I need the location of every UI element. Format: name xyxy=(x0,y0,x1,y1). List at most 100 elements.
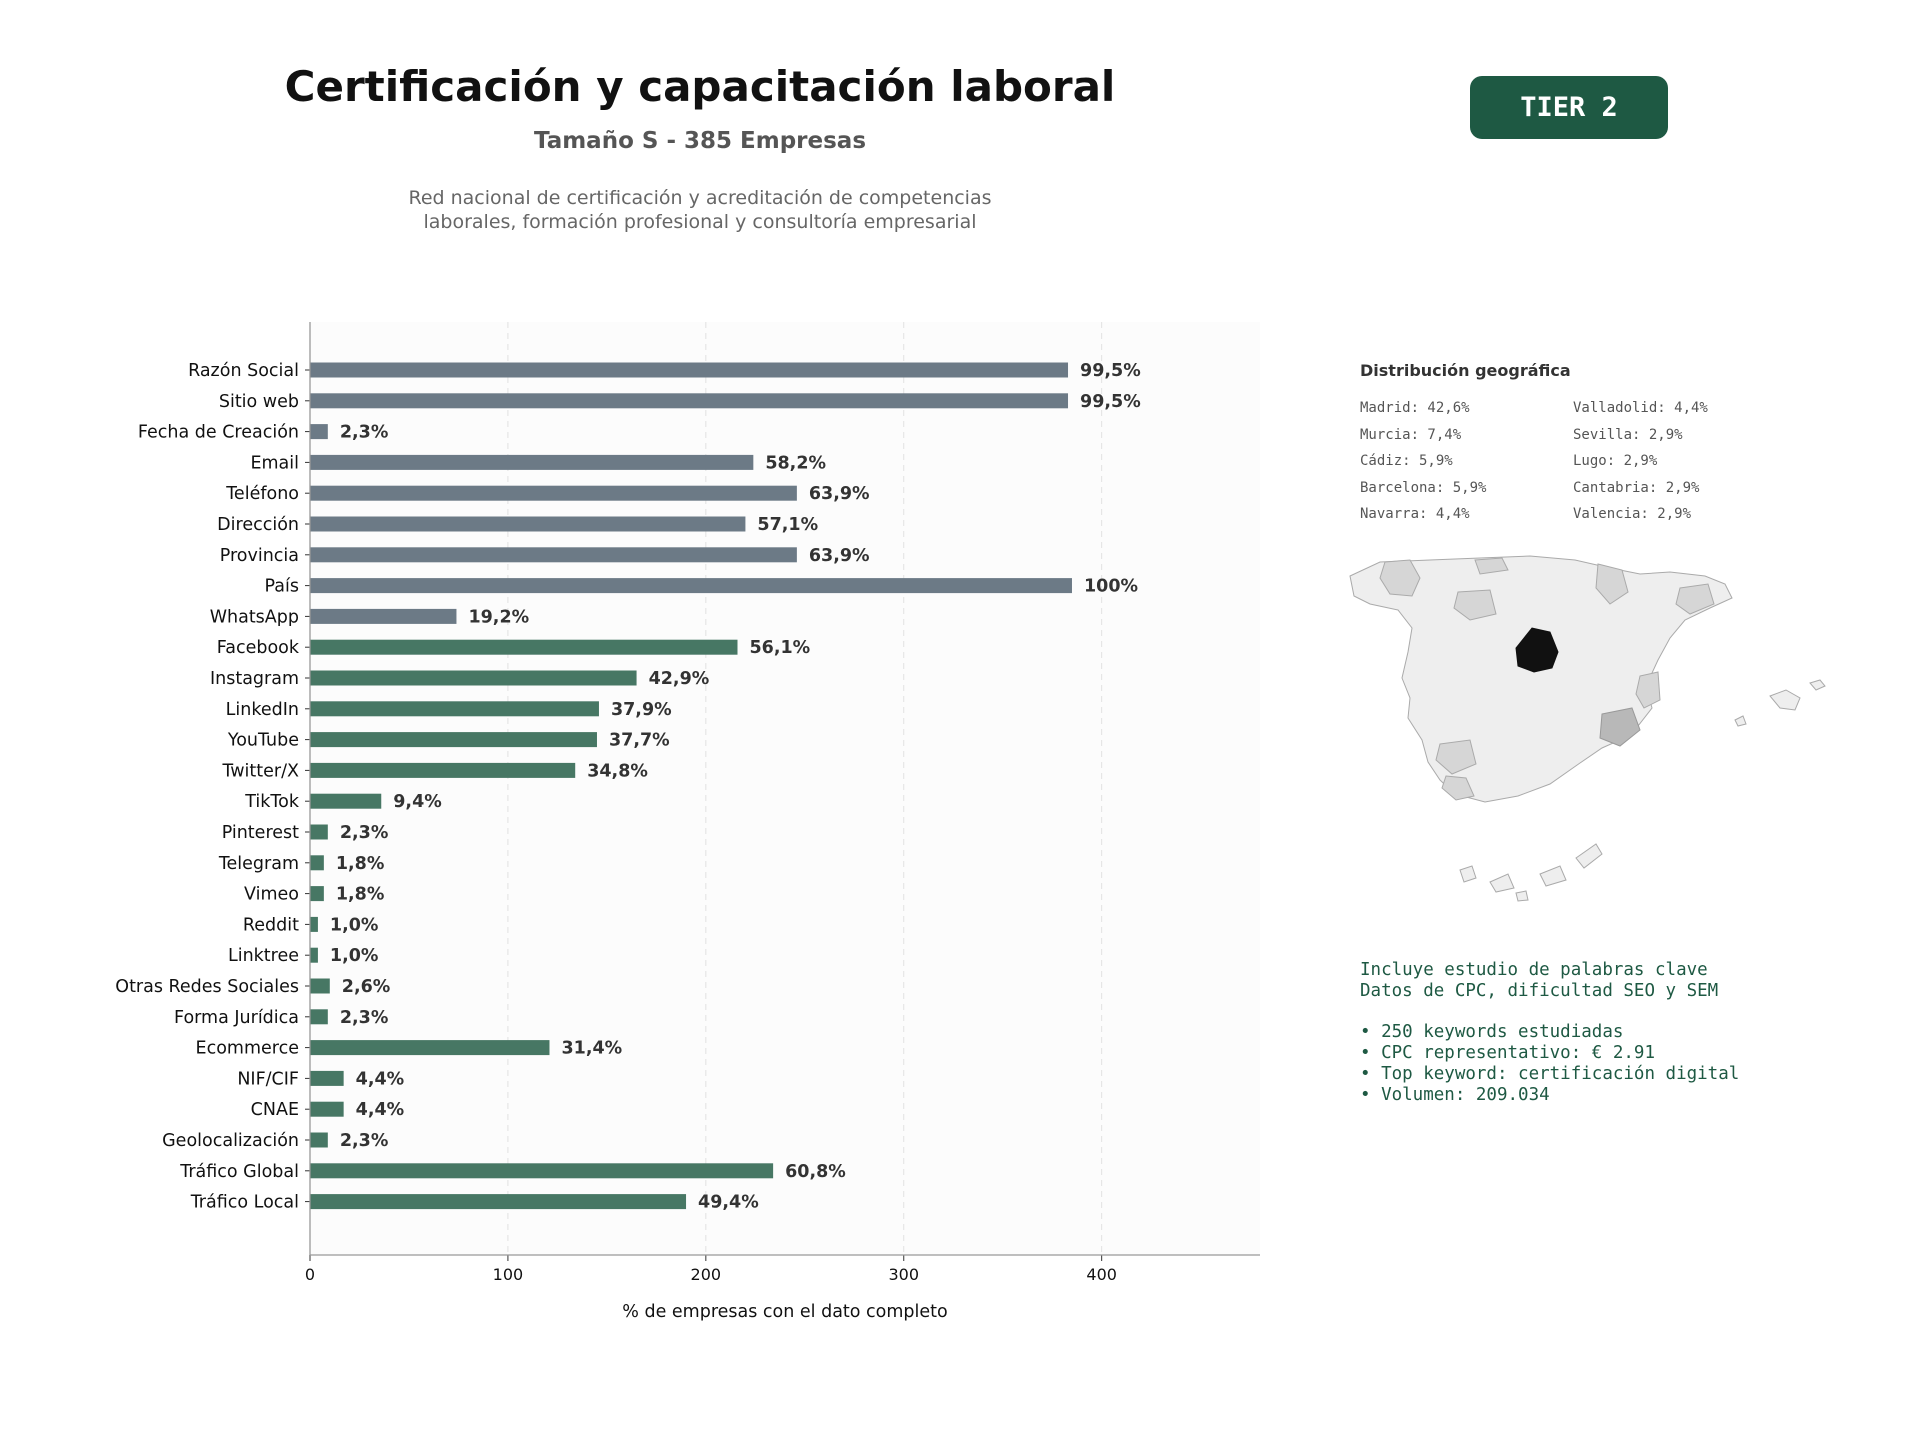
map-region-murcia xyxy=(1599,707,1641,747)
info-line: Datos de CPC, dificultad SEO y SEM xyxy=(1360,981,1719,1001)
bar xyxy=(310,762,576,778)
bar xyxy=(310,978,330,994)
data-label: 63,9% xyxy=(809,546,870,566)
tier-badge: TIER 2 xyxy=(1470,76,1668,139)
bar xyxy=(310,608,457,624)
map-region-navarra xyxy=(1595,563,1629,605)
bar xyxy=(310,1132,328,1148)
map-region-cantabria xyxy=(1474,557,1509,575)
geo-item: Cádiz: 5,9% xyxy=(1360,453,1453,469)
bar xyxy=(310,547,797,563)
bar xyxy=(310,424,328,440)
bar xyxy=(310,1009,328,1025)
category-label: Otras Redes Sociales xyxy=(115,977,299,997)
category-label: Reddit xyxy=(243,915,299,935)
data-label: 99,5% xyxy=(1080,361,1141,381)
category-label: Instagram xyxy=(210,669,299,689)
bar xyxy=(310,732,597,748)
bar xyxy=(310,454,754,470)
geo-list-left: Madrid: 42,6% Murcia: 7,4% Cádiz: 5,9% B… xyxy=(1360,398,1486,531)
info-bullet: • CPC representativo: € 2.91 xyxy=(1360,1043,1656,1063)
geo-item: Valencia: 2,9% xyxy=(1573,506,1692,522)
bar xyxy=(310,1163,774,1179)
bar xyxy=(310,1101,344,1117)
data-label: 37,9% xyxy=(611,700,672,720)
category-label: NIF/CIF xyxy=(237,1069,299,1089)
geo-item: Madrid: 42,6% xyxy=(1360,400,1470,416)
geo-item: Barcelona: 5,9% xyxy=(1360,479,1487,496)
geo-list-right: Valladolid: 4,4% Sevilla: 2,9% Lugo: 2,9… xyxy=(1573,398,1708,531)
data-label: 2,3% xyxy=(340,1008,389,1028)
category-label: Ecommerce xyxy=(196,1039,299,1059)
page-title: Certificación y capacitación laboral xyxy=(284,62,1116,111)
category-label: Forma Jurídica xyxy=(174,1008,299,1028)
map-region-canary xyxy=(1575,843,1603,869)
bar xyxy=(310,639,738,655)
bar xyxy=(310,886,324,902)
x-tick-label: 300 xyxy=(888,1265,919,1284)
page-subtitle: Tamaño S - 385 Empresas xyxy=(533,128,867,154)
geo-item: Sevilla: 2,9% xyxy=(1573,426,1683,443)
map-region-cadiz xyxy=(1441,775,1475,801)
data-label: 34,8% xyxy=(587,761,648,781)
map-region-valencia xyxy=(1635,671,1661,709)
data-label: 9,4% xyxy=(393,792,442,812)
bar xyxy=(310,855,324,871)
bar xyxy=(310,393,1069,409)
data-label: 2,3% xyxy=(340,423,389,443)
geo-item: Murcia: 7,4% xyxy=(1360,426,1462,443)
map-region-canary xyxy=(1539,865,1567,887)
bar xyxy=(310,916,318,932)
data-label: 2,6% xyxy=(342,977,391,997)
category-label: Facebook xyxy=(217,638,300,658)
data-label: 4,4% xyxy=(356,1069,405,1089)
data-label: 19,2% xyxy=(468,607,529,627)
category-label: TikTok xyxy=(244,792,300,812)
spain-map xyxy=(1349,555,1826,902)
category-label: Email xyxy=(250,453,299,473)
bar xyxy=(310,516,746,532)
category-label: Geolocalización xyxy=(162,1131,299,1151)
info-bullet: • Top keyword: certificación digital xyxy=(1360,1064,1740,1084)
category-label: Razón Social xyxy=(188,361,299,381)
data-label: 2,3% xyxy=(340,823,389,843)
map-region-barcelona xyxy=(1675,583,1715,615)
page-description: Red nacional de certificación y acredita… xyxy=(0,186,1400,234)
geo-item: Valladolid: 4,4% xyxy=(1573,400,1708,416)
info-bullet: • 250 keywords estudiadas xyxy=(1360,1022,1624,1042)
keyword-info: Incluye estudio de palabras clave Datos … xyxy=(1360,960,1739,1106)
data-label: 1,8% xyxy=(336,854,385,874)
data-label: 56,1% xyxy=(750,638,811,658)
data-label: 60,8% xyxy=(785,1162,846,1182)
geo-item: Lugo: 2,9% xyxy=(1573,453,1658,469)
bar xyxy=(310,670,637,686)
category-label: País xyxy=(265,577,299,597)
x-tick-label: 0 xyxy=(305,1265,315,1284)
category-label: CNAE xyxy=(251,1100,299,1120)
bar xyxy=(310,824,328,840)
data-label: 2,3% xyxy=(340,1131,389,1151)
bar xyxy=(310,793,382,809)
category-label: Pinterest xyxy=(222,823,299,843)
data-label: 100% xyxy=(1084,577,1138,597)
data-label: 37,7% xyxy=(609,731,670,751)
category-label: Twitter/X xyxy=(221,761,299,781)
category-label: LinkedIn xyxy=(226,700,299,720)
geo-item: Cantabria: 2,9% xyxy=(1573,479,1700,496)
map-region-canary xyxy=(1515,890,1529,902)
data-label: 42,9% xyxy=(649,669,710,689)
map-region-canary xyxy=(1489,873,1515,893)
bar xyxy=(310,1070,344,1086)
category-label: Provincia xyxy=(220,546,299,566)
bar xyxy=(310,701,599,717)
data-label: 99,5% xyxy=(1080,392,1141,412)
category-label: Linktree xyxy=(228,946,299,966)
bar xyxy=(310,1194,687,1210)
map-region-balearic xyxy=(1769,689,1801,711)
x-tick-label: 100 xyxy=(493,1265,524,1284)
description-line: Red nacional de certificación y acredita… xyxy=(408,187,992,209)
description-line: laborales, formación profesional y consu… xyxy=(423,211,977,233)
map-region-balearic xyxy=(1734,715,1747,727)
data-label: 1,8% xyxy=(336,885,385,905)
geo-distribution-title: Distribución geográfica xyxy=(1360,361,1571,380)
